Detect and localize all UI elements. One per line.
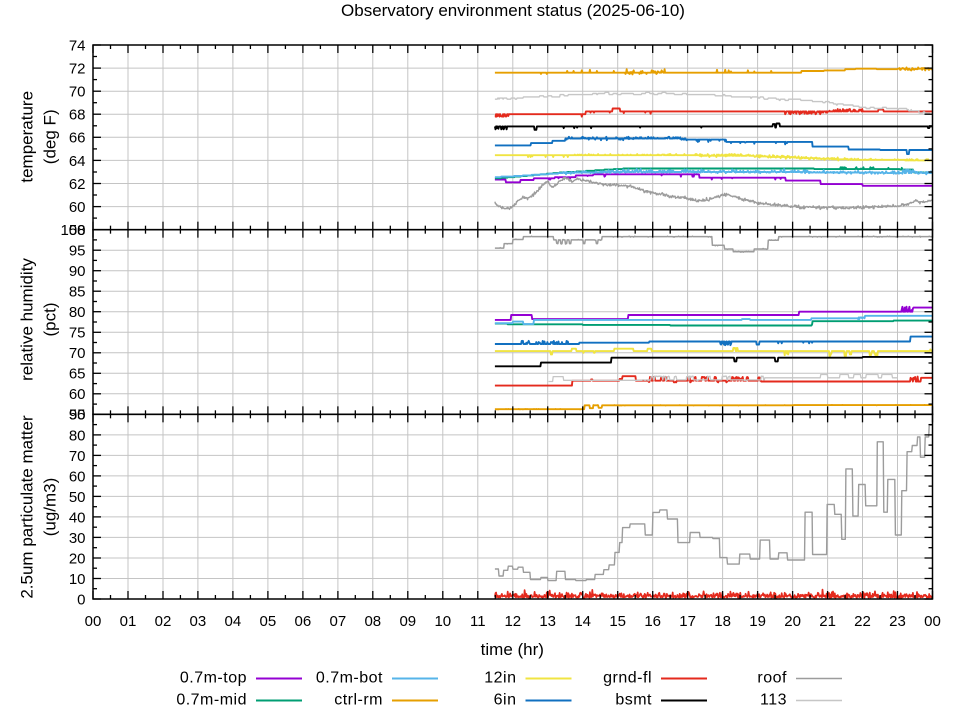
svg-text:40: 40 [69, 509, 86, 526]
svg-text:00: 00 [924, 613, 941, 630]
svg-text:Observatory environment status: Observatory environment status (2025-06-… [341, 1, 685, 20]
svg-text:60: 60 [69, 386, 86, 403]
svg-text:80: 80 [69, 427, 86, 444]
svg-text:15: 15 [609, 613, 626, 630]
svg-text:time (hr): time (hr) [481, 640, 544, 659]
svg-text:14: 14 [574, 613, 591, 630]
svg-text:00: 00 [85, 613, 102, 630]
svg-text:(deg F): (deg F) [41, 109, 60, 164]
svg-text:66: 66 [69, 130, 86, 147]
svg-text:80: 80 [69, 304, 86, 321]
svg-text:03: 03 [190, 613, 207, 630]
svg-text:relative humidity: relative humidity [18, 258, 37, 381]
svg-text:17: 17 [679, 613, 696, 630]
svg-text:100: 100 [60, 222, 85, 239]
svg-text:30: 30 [69, 530, 86, 547]
svg-text:20: 20 [784, 613, 801, 630]
svg-text:13: 13 [539, 613, 556, 630]
svg-text:90: 90 [69, 407, 86, 424]
svg-text:grnd-fl: grnd-fl [603, 670, 652, 687]
svg-text:0.7m-mid: 0.7m-mid [176, 692, 247, 709]
svg-text:74: 74 [69, 37, 86, 54]
svg-text:68: 68 [69, 107, 86, 124]
svg-text:90: 90 [69, 263, 86, 280]
svg-text:95: 95 [69, 243, 86, 260]
svg-text:temperature: temperature [18, 91, 37, 183]
svg-text:70: 70 [69, 84, 86, 101]
svg-text:09: 09 [399, 613, 416, 630]
svg-text:70: 70 [69, 345, 86, 362]
svg-text:21: 21 [819, 613, 836, 630]
svg-text:65: 65 [69, 366, 86, 383]
svg-text:23: 23 [889, 613, 906, 630]
svg-text:0.7m-bot: 0.7m-bot [316, 670, 383, 687]
svg-text:72: 72 [69, 61, 86, 78]
svg-text:ctrl-rm: ctrl-rm [334, 692, 383, 709]
svg-text:0.7m-top: 0.7m-top [180, 670, 247, 687]
svg-text:18: 18 [714, 613, 731, 630]
svg-text:12in: 12in [484, 670, 516, 687]
svg-text:10: 10 [434, 613, 451, 630]
svg-text:02: 02 [155, 613, 172, 630]
svg-text:0: 0 [77, 591, 85, 608]
svg-text:11: 11 [470, 613, 486, 630]
svg-text:10: 10 [69, 571, 86, 588]
svg-text:55: 55 [69, 407, 86, 424]
svg-text:75: 75 [69, 325, 86, 342]
svg-text:01: 01 [120, 613, 137, 630]
svg-text:60: 60 [69, 199, 86, 216]
svg-text:bsmt: bsmt [615, 692, 652, 709]
svg-text:12: 12 [504, 613, 521, 630]
svg-text:04: 04 [225, 613, 242, 630]
svg-text:07: 07 [330, 613, 347, 630]
svg-text:(ug/m3): (ug/m3) [41, 478, 60, 537]
svg-text:16: 16 [644, 613, 661, 630]
svg-text:85: 85 [69, 284, 86, 301]
svg-text:08: 08 [364, 613, 381, 630]
svg-text:06: 06 [295, 613, 312, 630]
svg-text:60: 60 [69, 468, 86, 485]
svg-text:64: 64 [69, 153, 86, 170]
svg-text:6in: 6in [494, 692, 517, 709]
svg-text:62: 62 [69, 176, 86, 193]
svg-text:70: 70 [69, 448, 86, 465]
svg-text:113: 113 [760, 692, 787, 709]
svg-text:(pct): (pct) [41, 303, 60, 337]
svg-text:05: 05 [260, 613, 277, 630]
svg-text:22: 22 [854, 613, 871, 630]
svg-text:50: 50 [69, 489, 86, 506]
svg-text:2.5um particulate matter: 2.5um particulate matter [18, 415, 37, 599]
svg-text:19: 19 [749, 613, 766, 630]
svg-text:58: 58 [69, 222, 86, 239]
svg-text:roof: roof [757, 670, 787, 687]
svg-text:20: 20 [69, 550, 86, 567]
